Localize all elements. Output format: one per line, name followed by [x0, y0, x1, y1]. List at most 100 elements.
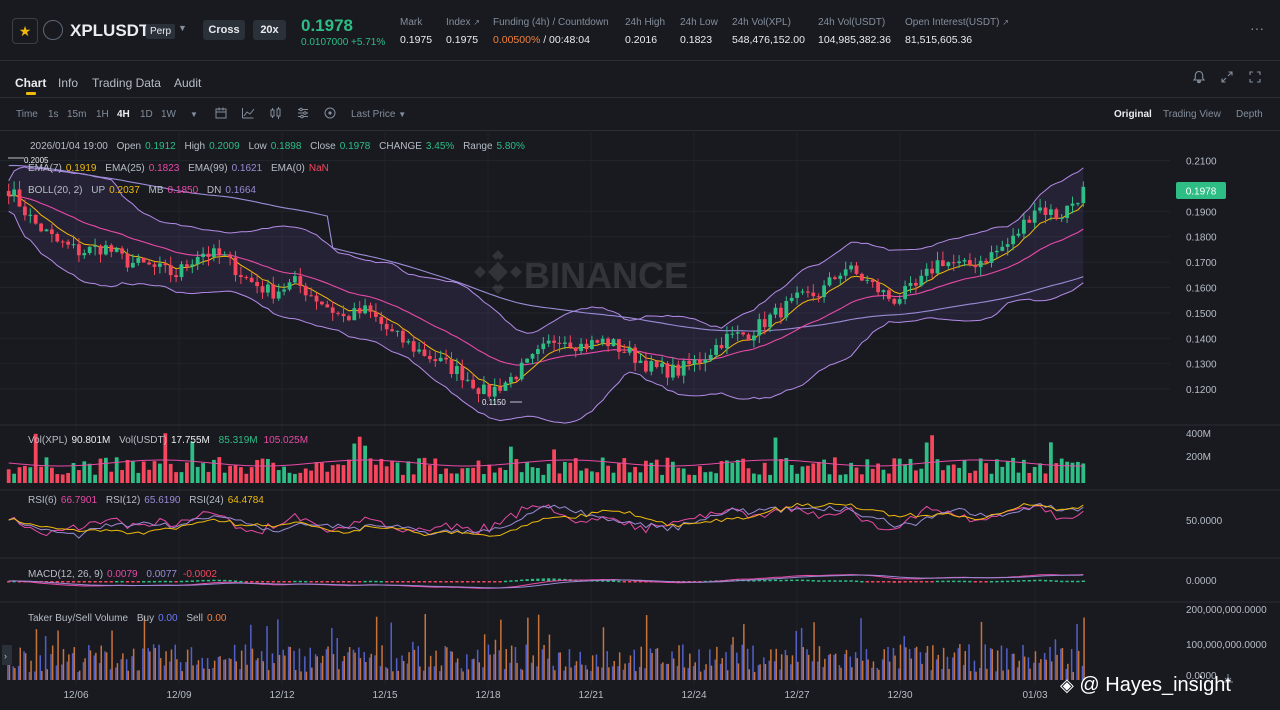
- candle-body: [482, 384, 486, 394]
- candle-body: [962, 260, 967, 262]
- taker-sell-bar: [111, 630, 113, 680]
- diamond-logo-icon: ◈: [1060, 675, 1074, 695]
- macd-histogram-bar: [493, 581, 497, 583]
- taker-buy-bar: [989, 647, 992, 680]
- taker-sell-bar: [246, 664, 248, 680]
- taker-sell-bar: [127, 670, 130, 680]
- macd-histogram-bar: [1006, 580, 1010, 583]
- taker-sell-bar: [964, 651, 967, 680]
- volume-bar: [411, 474, 416, 483]
- indicator-icon[interactable]: [241, 106, 255, 123]
- volume-bar: [703, 472, 708, 483]
- stat-24h-vol-xpl: 24h Vol(XPL) 548,476,152.00: [732, 17, 805, 46]
- taker-buy-bar: [147, 648, 149, 680]
- stat-24h-high: 24h High 0.2016: [625, 17, 666, 46]
- volume-bar: [789, 465, 794, 483]
- interval-more-icon[interactable]: ▼: [190, 110, 198, 119]
- macd-histogram-bar: [12, 580, 16, 583]
- taker-buy-bar: [941, 668, 943, 680]
- candle-body: [314, 295, 319, 302]
- price-type-select[interactable]: Last Price ▼: [351, 109, 407, 120]
- taker-sell-bar: [980, 621, 983, 680]
- tab-audit[interactable]: Audit: [174, 76, 202, 90]
- settings-sliders-icon[interactable]: [296, 106, 310, 123]
- volume-bar: [552, 449, 556, 483]
- macd-histogram-bar: [190, 580, 194, 582]
- target-icon[interactable]: [323, 106, 337, 123]
- macd-histogram-bar: [908, 581, 913, 583]
- collapse-handle[interactable]: [2, 645, 12, 665]
- volume-bar: [152, 461, 157, 483]
- candle-body: [39, 223, 43, 232]
- tab-chart[interactable]: Chart: [15, 76, 47, 90]
- candle-body: [217, 248, 222, 256]
- more-icon[interactable]: ···: [1250, 20, 1264, 36]
- macd-histogram-bar: [77, 581, 81, 583]
- view-original[interactable]: Original: [1114, 109, 1152, 120]
- macd-lines: [7, 573, 1085, 589]
- taker-buy-bar: [757, 665, 760, 680]
- taker-sell-bar: [986, 668, 988, 680]
- taker-buy-bar: [455, 662, 457, 680]
- view-trading-view[interactable]: Trading View: [1163, 109, 1221, 120]
- taker-buy-bar: [152, 644, 155, 680]
- volume-bar: [239, 467, 243, 483]
- interval-15m[interactable]: 15m: [67, 109, 87, 120]
- taker-sell-bar: [149, 651, 151, 680]
- macd-histogram-bar: [1076, 580, 1080, 583]
- candle-body: [433, 359, 438, 362]
- candle-body: [487, 384, 492, 397]
- taker-sell-bar: [208, 668, 211, 680]
- candle-body: [352, 308, 357, 321]
- stat-open-interest: Open Interest(USDT) ↗ 81,515,605.36: [905, 17, 1009, 46]
- interval-1d[interactable]: 1D: [140, 109, 153, 120]
- calendar-icon[interactable]: [214, 106, 228, 123]
- date-tick: 12/09: [166, 690, 191, 701]
- volume-bar: [590, 471, 594, 483]
- candle-body: [741, 332, 745, 335]
- favorite-star-icon[interactable]: ★: [12, 18, 38, 44]
- taker-buy-bar: [1060, 648, 1062, 680]
- margin-mode-button[interactable]: Cross: [203, 20, 245, 40]
- taker-sell-bar: [775, 648, 778, 680]
- interval-1w[interactable]: 1W: [161, 109, 176, 120]
- tab-info[interactable]: Info: [58, 76, 79, 90]
- fullscreen-icon[interactable]: [1248, 70, 1262, 87]
- leverage-button[interactable]: 20x: [253, 20, 286, 40]
- macd-histogram-bar: [946, 580, 950, 583]
- taker-buy-bar: [595, 654, 598, 680]
- taker-sell-bar: [597, 666, 599, 680]
- taker-buy-bar: [930, 670, 932, 680]
- view-depth[interactable]: Depth: [1236, 109, 1263, 120]
- volume-bar: [390, 461, 394, 483]
- symbol-dropdown-icon[interactable]: ▼: [178, 23, 187, 33]
- download-icon[interactable]: [1223, 674, 1233, 683]
- alert-bell-icon[interactable]: [1192, 70, 1206, 87]
- candle-body: [330, 307, 335, 313]
- candle-body: [60, 241, 65, 243]
- interval-time[interactable]: Time: [16, 109, 38, 120]
- candle-body: [633, 347, 637, 363]
- candle-body: [109, 245, 114, 252]
- taker-sell-bar: [181, 671, 184, 680]
- chart-style-icon[interactable]: [269, 106, 283, 123]
- volume-bar: [536, 467, 540, 483]
- volume-bar: [352, 443, 357, 483]
- volume-bar: [147, 469, 151, 483]
- interval-1s[interactable]: 1s: [48, 109, 59, 120]
- symbol-name[interactable]: XPLUSDT: [70, 21, 150, 40]
- volume-bar: [995, 459, 999, 483]
- volume-bar: [557, 473, 562, 483]
- taker-buy-bar: [568, 649, 571, 680]
- interval-4h[interactable]: 4H: [117, 109, 130, 120]
- interval-1h[interactable]: 1H: [96, 109, 109, 120]
- taker-sell-bar: [62, 649, 65, 680]
- bollinger-bands: [8, 166, 1084, 424]
- volume-bar: [514, 459, 519, 483]
- tab-trading-data[interactable]: Trading Data: [92, 76, 161, 90]
- volume-bar: [374, 464, 378, 483]
- taker-sell-bar: [240, 650, 243, 680]
- volume-bar: [125, 459, 130, 483]
- price-chart[interactable]: BINANCE 2026/01/04 19:00 Open 0.1912 High…: [0, 130, 1280, 710]
- expand-icon[interactable]: [1220, 70, 1234, 87]
